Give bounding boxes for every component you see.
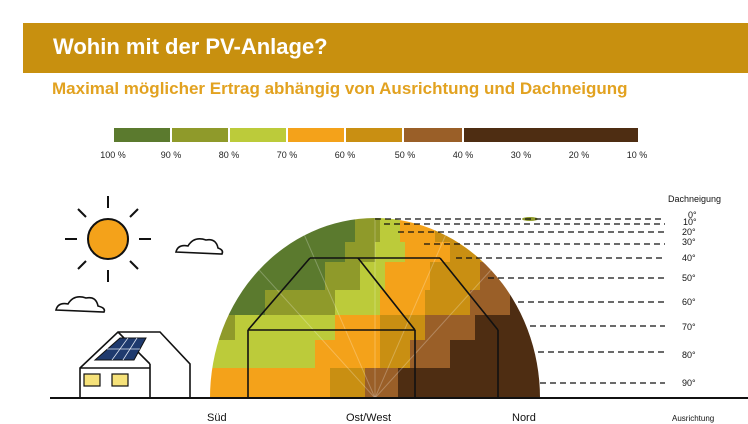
legend-swatch bbox=[114, 128, 170, 142]
legend-swatch bbox=[288, 128, 344, 142]
page-subtitle: Maximal möglicher Ertrag abhängig von Au… bbox=[52, 79, 628, 98]
legend-swatch bbox=[230, 128, 286, 142]
legend-label: 90 % bbox=[160, 150, 182, 160]
page-title: Wohin mit der PV-Anlage? bbox=[53, 34, 328, 59]
legend-swatch bbox=[346, 128, 402, 142]
tilt-label: 30° bbox=[682, 237, 696, 247]
tilt-label: 10° bbox=[683, 217, 697, 227]
tilt-label: 50° bbox=[682, 273, 696, 283]
solar-panel-icon bbox=[93, 337, 147, 361]
direction-axis-title: Ausrichtung bbox=[672, 414, 715, 423]
direction-label-east-west: Ost/West bbox=[346, 412, 392, 424]
sun-icon bbox=[65, 196, 151, 282]
cloud-icon bbox=[174, 238, 224, 255]
legend-swatch bbox=[464, 128, 638, 142]
legend-label: 100 % bbox=[100, 150, 126, 160]
tilt-label: 20° bbox=[682, 227, 696, 237]
tilt-label: 0° bbox=[688, 210, 697, 220]
tilt-label: 90° bbox=[682, 378, 696, 388]
legend-label: 40 % bbox=[452, 150, 474, 160]
tilt-axis-title: Dachneigung bbox=[668, 194, 722, 204]
legend-swatch bbox=[404, 128, 462, 142]
legend-label: 20 % bbox=[568, 150, 590, 160]
header-banner: Wohin mit der PV-Anlage? bbox=[23, 23, 748, 73]
legend-label: 30 % bbox=[510, 150, 532, 160]
tilt-label: 60° bbox=[682, 297, 696, 307]
legend-swatch bbox=[172, 128, 228, 142]
direction-label-south: Süd bbox=[207, 412, 227, 424]
tilt-label: 80° bbox=[682, 350, 696, 360]
legend-label: 70 % bbox=[276, 150, 298, 160]
house-outline bbox=[247, 257, 499, 398]
house-icon bbox=[79, 331, 191, 398]
color-legend: 100 % 90 % 80 % 70 % 60 % 50 % 40 % 30 %… bbox=[0, 0, 748, 170]
cloud-icon bbox=[54, 296, 106, 313]
legend-label: 50 % bbox=[394, 150, 416, 160]
legend-label: 60 % bbox=[334, 150, 356, 160]
tilt-label: 40° bbox=[682, 253, 696, 263]
tilt-label: 70° bbox=[682, 322, 696, 332]
direction-label-north: Nord bbox=[512, 412, 536, 424]
legend-label: 80 % bbox=[218, 150, 240, 160]
tilt-lines bbox=[375, 218, 665, 384]
legend-label: 10 % bbox=[626, 150, 648, 160]
